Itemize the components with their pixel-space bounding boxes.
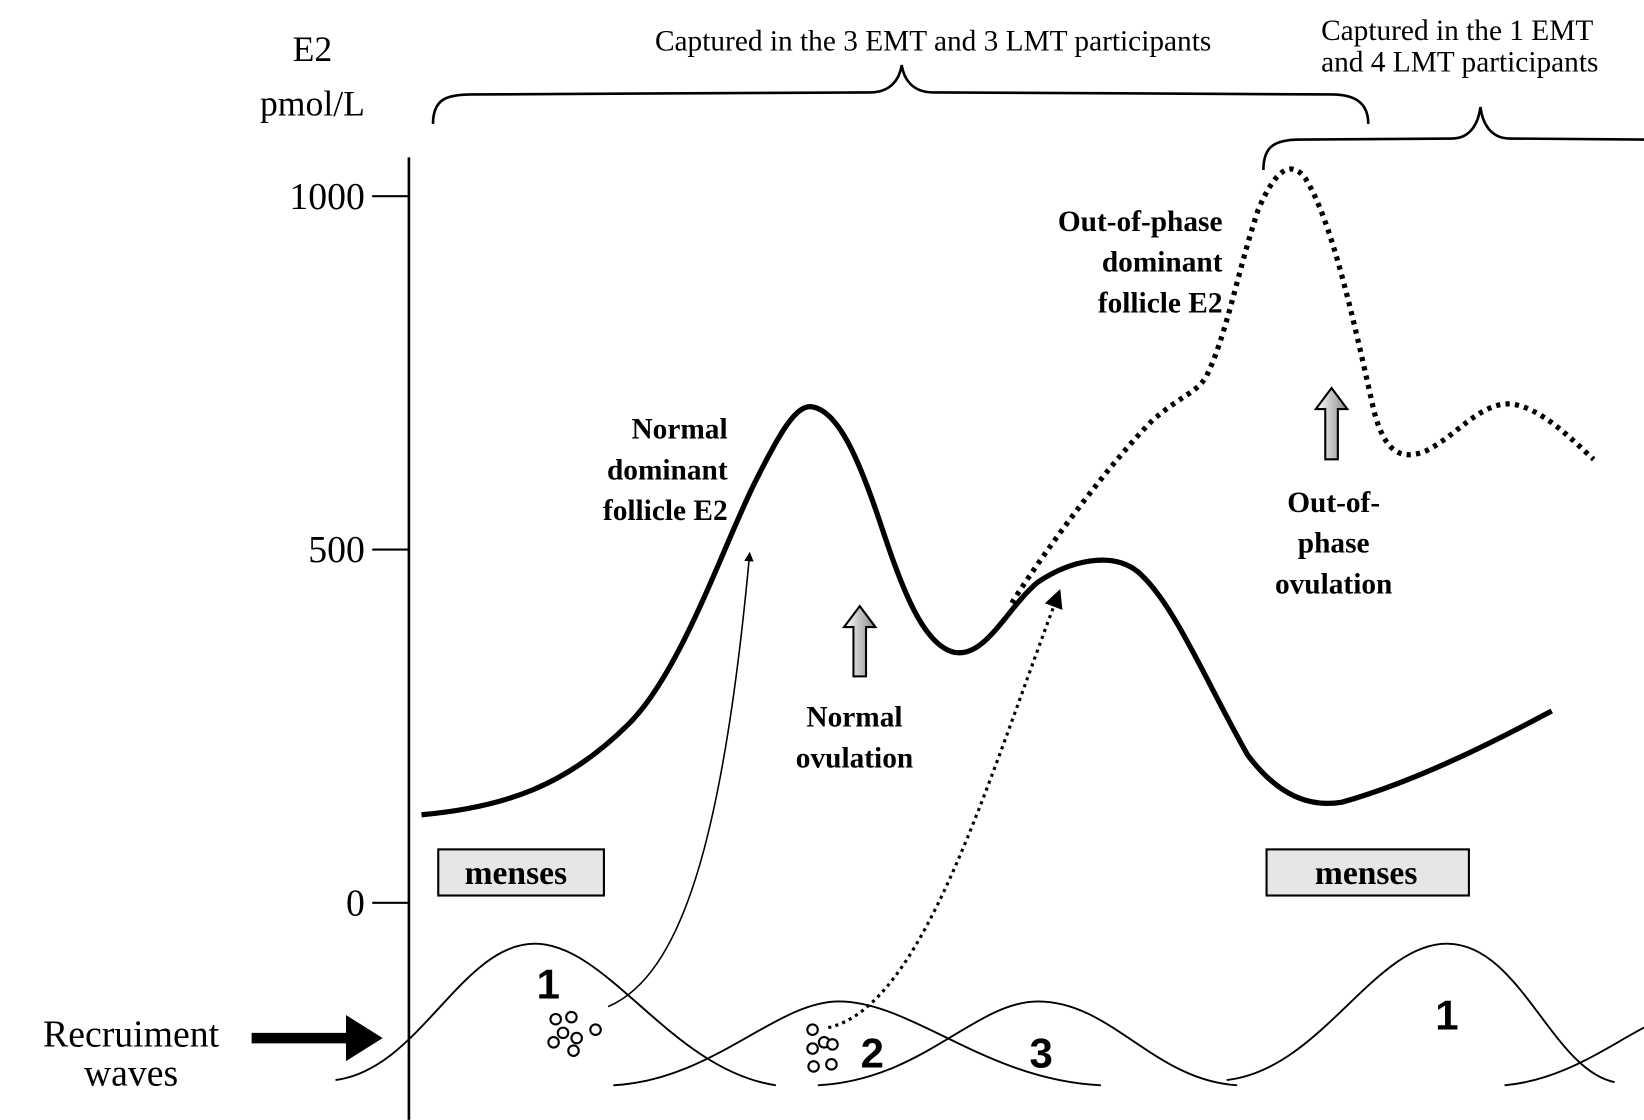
- label: dominant: [1102, 247, 1223, 279]
- y-tick-label: 1000: [289, 176, 364, 218]
- wave-number: 3: [1029, 1029, 1052, 1076]
- follicles: [547, 1010, 839, 1073]
- wave-number: 1: [1435, 992, 1458, 1039]
- wave-number: 2: [861, 1029, 884, 1076]
- bracket-label: Captured in the 3 EMT and 3 LMT particip…: [655, 25, 1211, 57]
- recruitment-label: waves: [84, 1052, 178, 1094]
- wave-number: 1: [537, 960, 560, 1007]
- label: follicle E2: [1098, 288, 1223, 320]
- menses-label: menses: [1315, 855, 1418, 892]
- normal-e2-curve: [421, 404, 1553, 818]
- axis-unit: pmol/L: [260, 83, 365, 123]
- recruitment-waves: [335, 942, 1644, 1087]
- menses-box: [437, 848, 605, 897]
- bracket-label: and 4 LMT participants: [1321, 46, 1598, 78]
- bracket: [431, 64, 1370, 124]
- recruitment-label: Recruiment: [43, 1013, 220, 1055]
- axis-title: E2: [293, 29, 333, 69]
- menses-label: menses: [465, 855, 568, 892]
- panel: [16, 6, 1644, 1120]
- label: Normal: [631, 413, 727, 445]
- label: Out-of-phase: [1058, 206, 1223, 238]
- bracket-label: Captured in the 1 EMT: [1321, 15, 1593, 47]
- label: Out-of-: [1287, 487, 1380, 519]
- ovulation-arrow: [841, 604, 878, 678]
- label: follicle E2: [603, 495, 728, 527]
- menses-box: [1265, 848, 1470, 897]
- out-of-phase-e2-curve: [1009, 166, 1596, 605]
- label: phase: [1298, 528, 1370, 560]
- follicle-arrow: [607, 551, 754, 1008]
- y-tick-label: 0: [346, 882, 365, 924]
- recruitment-arrow: [251, 1015, 383, 1062]
- label: Normal: [806, 702, 902, 734]
- y-tick-label: 500: [308, 529, 365, 571]
- ovulation-arrow: [1313, 386, 1350, 461]
- label: dominant: [607, 454, 728, 486]
- bracket: [1262, 106, 1644, 170]
- label: ovulation: [1275, 569, 1392, 601]
- label: ovulation: [796, 743, 913, 775]
